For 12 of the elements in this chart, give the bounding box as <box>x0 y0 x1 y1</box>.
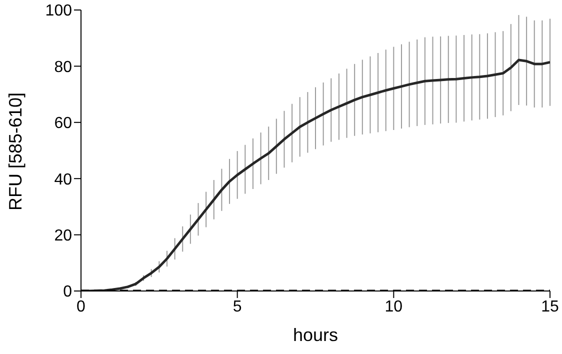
y-tick-label: 40 <box>54 171 72 188</box>
y-tick-label: 60 <box>54 115 72 132</box>
x-tick-label: 0 <box>76 298 86 316</box>
y-tick-label: 0 <box>63 284 72 301</box>
x-tick-label: 15 <box>541 298 559 316</box>
x-tick-label: 10 <box>384 298 403 316</box>
x-tick-label: 5 <box>232 298 242 316</box>
y-tick-label: 20 <box>54 227 72 244</box>
y-tick-label: 100 <box>45 2 72 20</box>
y-tick-label: 80 <box>54 58 72 76</box>
y-axis-title: RFU [585-610] <box>5 92 26 210</box>
x-axis-title: hours <box>292 325 338 345</box>
